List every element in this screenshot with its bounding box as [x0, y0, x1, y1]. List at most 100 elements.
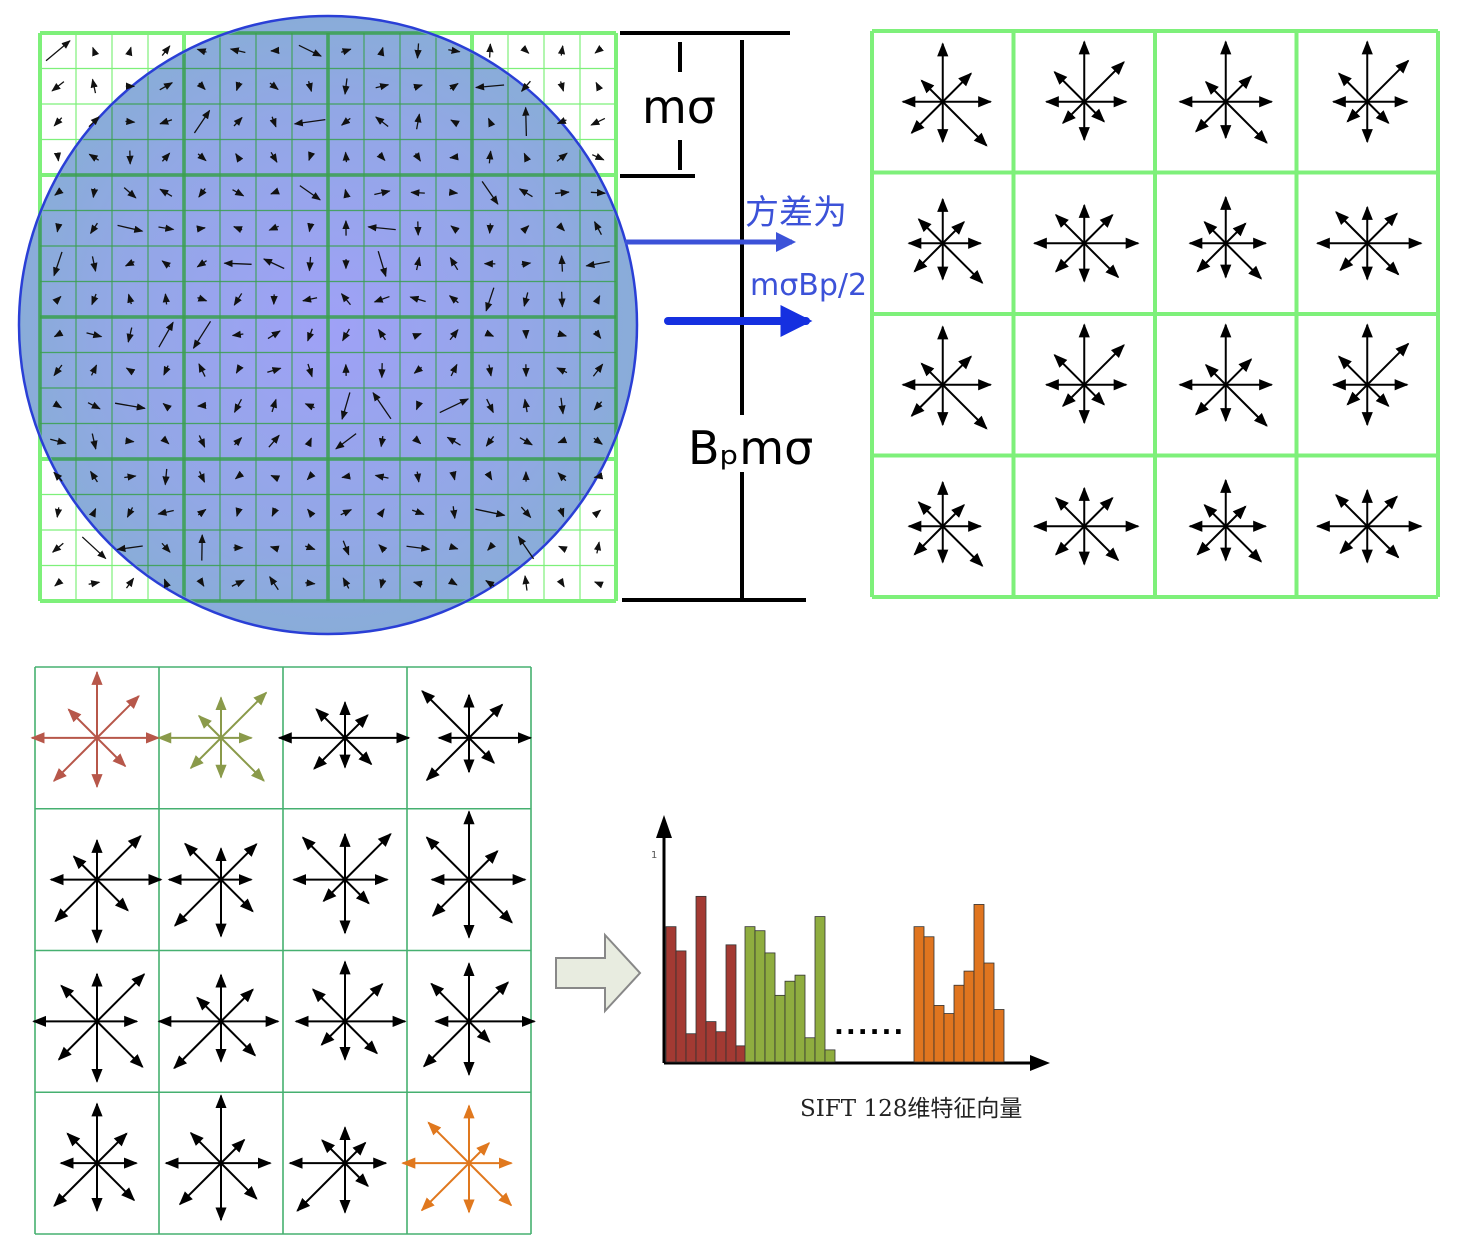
gradient-arrow: [161, 45, 171, 56]
gradient-arrow: [293, 118, 326, 127]
orientation-arrow: [313, 737, 346, 770]
gradient-arrow: [268, 434, 280, 448]
y-tick-label: 1: [651, 850, 657, 861]
gradient-arrow: [593, 541, 602, 554]
gradient-arrow: [556, 222, 565, 232]
gradient-arrow: [519, 437, 533, 446]
orientation-arrow: [1203, 504, 1227, 527]
gradient-arrow: [590, 189, 607, 197]
orientation-arrow: [942, 525, 984, 567]
gradient-arrow: [233, 293, 243, 306]
orientation-arrow: [220, 1162, 258, 1200]
orientation-arrow: [1366, 212, 1398, 244]
gradient-arrow: [342, 78, 350, 95]
orientation-arrow: [57, 1020, 98, 1061]
gradient-arrow: [299, 185, 321, 201]
gradient-arrow: [372, 391, 392, 420]
gradient-arrow: [374, 473, 389, 481]
gradient-arrow: [594, 45, 604, 54]
gradient-arrow: [447, 577, 458, 586]
gradient-arrow: [486, 150, 494, 164]
gradient-arrow: [595, 81, 604, 92]
orientation-arrow: [1054, 213, 1085, 244]
gradient-arrow: [377, 328, 387, 341]
gradient-arrow: [306, 256, 314, 272]
gradient-arrow: [125, 117, 136, 126]
orientation-arrow: [96, 834, 142, 881]
orientation-arrow: [910, 384, 944, 417]
gradient-arrow: [413, 471, 422, 483]
gradient-arrow: [591, 153, 605, 161]
orientation-arrow: [468, 878, 513, 924]
gradient-arrow: [449, 363, 458, 377]
gradient-arrow: [50, 437, 67, 445]
gradient-arrow: [593, 401, 603, 411]
orientation-arrow: [1053, 354, 1085, 386]
gradient-arrow: [298, 44, 322, 57]
gradient-arrow: [448, 543, 459, 550]
gradient-arrow: [159, 188, 173, 197]
orientation-arrow: [468, 981, 509, 1023]
orientation-arrow: [1203, 221, 1227, 244]
gradient-arrow: [449, 329, 459, 341]
orientation-arrow: [468, 850, 499, 881]
gradient-arrow: [53, 364, 63, 377]
histogram-bar: [963, 970, 975, 1063]
orientation-arrow: [1204, 363, 1227, 386]
gradient-arrow: [123, 187, 137, 199]
gradient-arrow: [590, 117, 606, 126]
orientation-arrow: [1054, 525, 1085, 556]
descriptor-histogram: [277, 700, 411, 770]
bp-m-sigma-label: Bₚmσ: [688, 421, 813, 475]
gradient-arrow: [232, 188, 245, 197]
orientation-arrow: [1346, 384, 1368, 406]
orientation-arrow: [468, 737, 495, 764]
descriptor-histogram: [425, 810, 527, 939]
gradient-arrow: [485, 580, 495, 589]
orientation-arrow: [1225, 505, 1247, 527]
orientation-histogram: [1044, 40, 1128, 142]
gradient-arrow: [51, 542, 64, 553]
gradient-arrow: [159, 82, 174, 91]
gradient-arrow: [159, 117, 173, 125]
gradient-arrow: [412, 580, 423, 588]
orientation-arrow: [420, 1162, 470, 1212]
gradient-arrow: [446, 436, 461, 446]
gradient-arrow: [378, 544, 388, 554]
orientation-arrow: [220, 691, 268, 739]
gradient-arrow: [378, 435, 387, 448]
histogram-bar: [675, 950, 687, 1063]
orientation-arrow: [96, 1162, 136, 1202]
orientation-arrow: [189, 737, 222, 770]
orientation-histogram: [1188, 195, 1268, 280]
gradient-arrow: [53, 117, 63, 127]
orientation-arrow: [425, 836, 470, 881]
gradient-arrow: [377, 46, 385, 57]
gradient-arrow: [450, 225, 460, 234]
gradient-arrow: [485, 436, 495, 447]
gradient-arrow: [53, 329, 64, 338]
descriptor-histogram: [164, 1094, 272, 1222]
gradient-arrow: [231, 579, 245, 588]
gradient-arrow: [558, 254, 566, 272]
gradient-arrow: [484, 470, 493, 481]
gradient-arrow: [229, 47, 246, 55]
gradient-arrow: [262, 258, 285, 270]
gradient-arrow: [448, 295, 459, 304]
gradient-arrow: [271, 507, 279, 517]
orientation-arrow: [344, 1141, 367, 1164]
orientation-arrow: [1335, 494, 1368, 527]
gradient-arrow: [592, 329, 602, 339]
gradient-arrow: [196, 225, 206, 233]
gradient-arrow: [307, 508, 316, 518]
orientation-arrow: [320, 1020, 346, 1046]
gradient-arrow: [591, 509, 602, 519]
orientation-histogram: [907, 480, 984, 567]
gradient-arrow: [556, 367, 568, 375]
gradient-arrow: [449, 470, 457, 481]
gradient-arrow: [54, 187, 64, 196]
orientation-arrow: [344, 1162, 369, 1187]
gradient-arrow: [90, 256, 98, 273]
orientation-arrow: [344, 982, 384, 1023]
orientation-arrow: [220, 843, 258, 881]
